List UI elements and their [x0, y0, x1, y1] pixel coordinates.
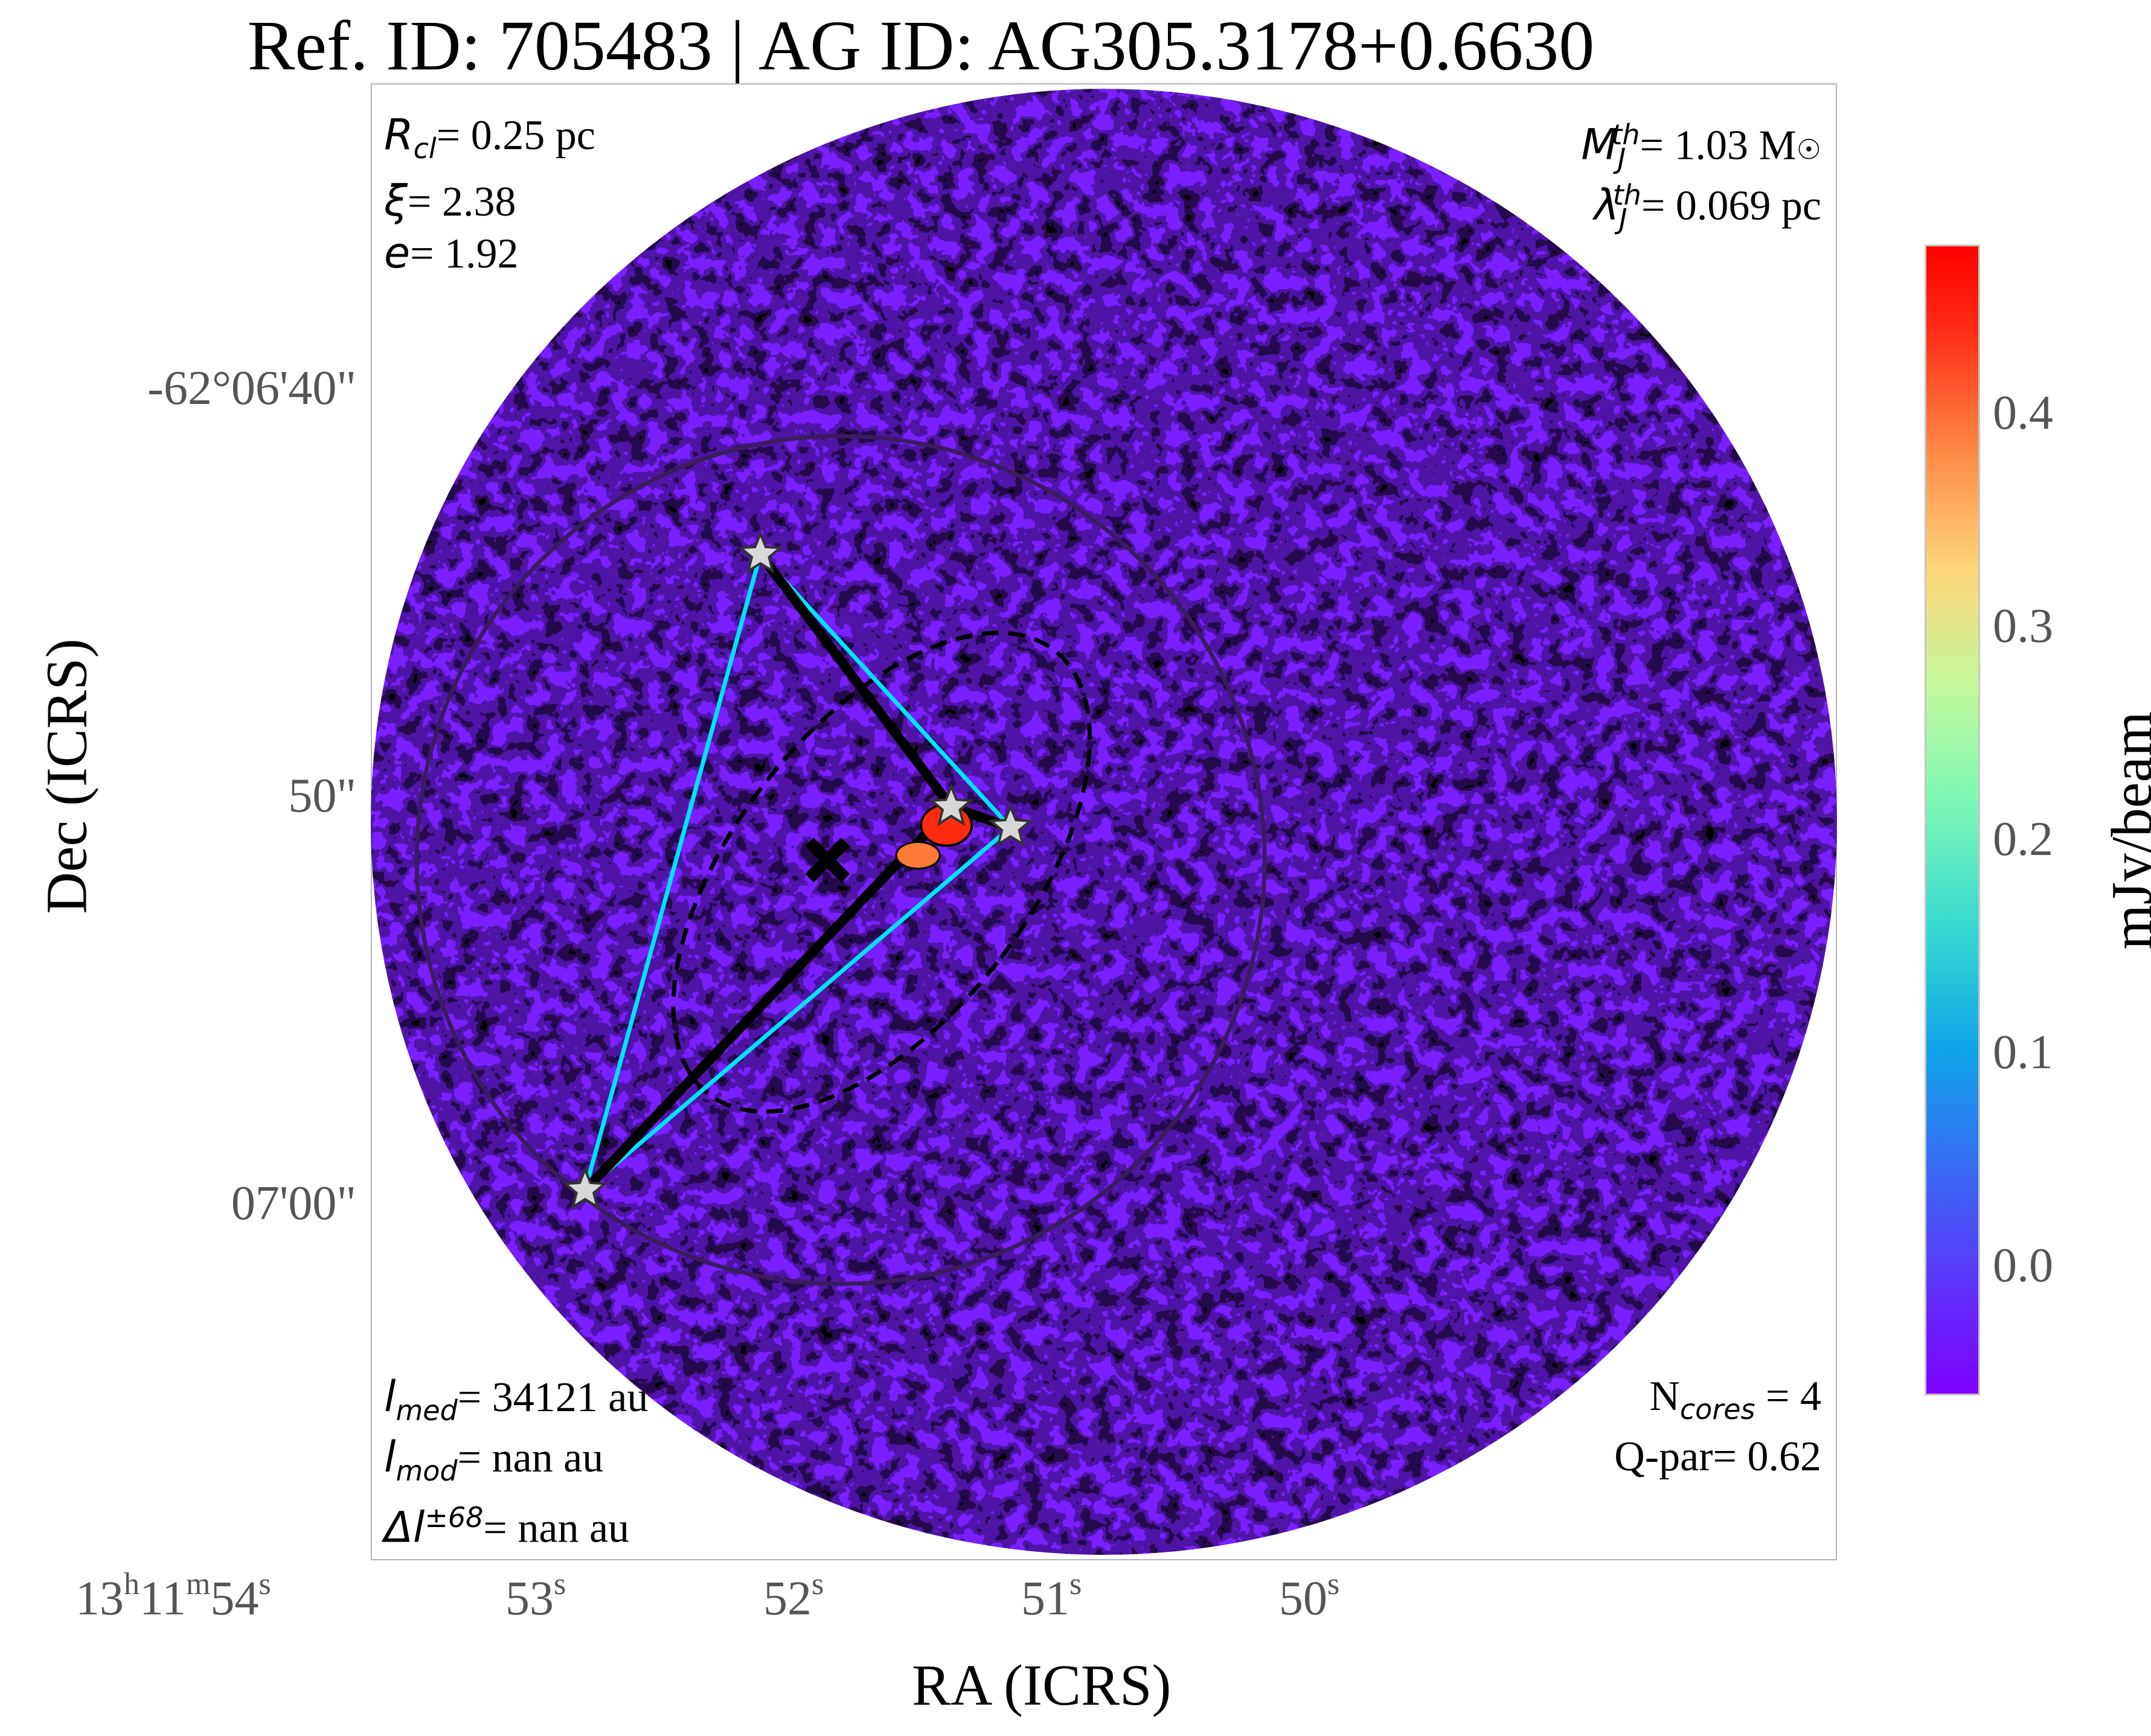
core-star-2 [988, 803, 1033, 847]
image-panel: Rcl= 0.25 pc ξ= 2.38 e= 1.92 MJth= 1.03 … [371, 83, 1837, 1560]
sun-symbol: ☉ [1796, 134, 1821, 165]
annotation-ncores: Ncores = 4 [1649, 1373, 1821, 1426]
annotation-rcl: Rcl= 0.25 pc [384, 110, 595, 165]
annotation-lmed: lmed= 34121 au [384, 1372, 649, 1427]
annotation-jeans-mass: MJth= 1.03 M☉ [1581, 118, 1821, 175]
annotation-xi: ξ= 2.38 [384, 176, 516, 226]
overlay-layer [414, 434, 1267, 1286]
y-tick-label: 07'00" [231, 1177, 356, 1230]
x-tick-label: 13h11m54s [75, 1567, 271, 1625]
hull-edge-0 [758, 553, 1012, 829]
colorbar-tick-label: 0.3 [1993, 600, 2053, 653]
colorbar-tick-label: 0.1 [1993, 1026, 2053, 1080]
hull-edge-2 [583, 554, 763, 1191]
cluster-circle [414, 434, 1267, 1286]
annotation-ellipticity: e= 1.92 [384, 228, 519, 278]
fit-ellipse [671, 630, 1092, 1114]
x-tick-label: 50s [1279, 1567, 1340, 1625]
x-tick-label: 52s [763, 1567, 824, 1625]
annotation-delta-l: Δl±68= nan au [384, 1501, 630, 1552]
cluster-center-marker [805, 838, 850, 883]
annotation-qpar: Q-par= 0.62 [1614, 1433, 1821, 1480]
y-axis-label: Dec (ICRS) [34, 638, 99, 914]
hull-edge-1 [583, 825, 1012, 1192]
core-star-3 [562, 1166, 608, 1209]
y-tick-label: 50" [288, 769, 356, 822]
annotation-jeans-length: λJth= 0.069 pc [1594, 179, 1821, 235]
sky-map [371, 83, 1837, 1560]
x-tick-label: 51s [1021, 1567, 1082, 1625]
intensity-field [371, 89, 1837, 1555]
colorbar [1925, 245, 1980, 1395]
annotation-lmod: lmod= nan au [384, 1432, 604, 1487]
emission-blob [895, 841, 941, 870]
core-star-1 [928, 783, 974, 827]
colorbar-tick-label: 0.0 [1993, 1239, 2053, 1293]
colorbar-tick-label: 0.2 [1993, 813, 2053, 866]
mst-edge-0 [755, 549, 957, 812]
x-axis-label: RA (ICRS) [912, 1653, 1172, 1717]
mst-edge-2 [580, 802, 957, 1195]
chart-title: Ref. ID: 705483 | AG ID: AG305.3178+0.66… [247, 6, 1595, 85]
y-tick-label: -62°06'40" [147, 362, 356, 415]
core-star-0 [737, 530, 783, 574]
colorbar-label: mJy/beam [2099, 711, 2151, 950]
x-tick-label: 53s [505, 1567, 566, 1625]
colorbar-tick-label: 0.4 [1993, 386, 2053, 440]
